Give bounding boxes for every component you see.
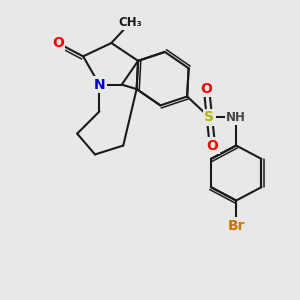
Text: S: S: [204, 110, 214, 124]
Text: O: O: [52, 36, 64, 50]
Text: NH: NH: [226, 111, 246, 124]
Text: O: O: [206, 139, 218, 152]
Text: O: O: [200, 82, 212, 96]
Text: N: N: [94, 78, 105, 92]
Text: CH₃: CH₃: [119, 16, 142, 29]
Text: Br: Br: [227, 219, 245, 233]
